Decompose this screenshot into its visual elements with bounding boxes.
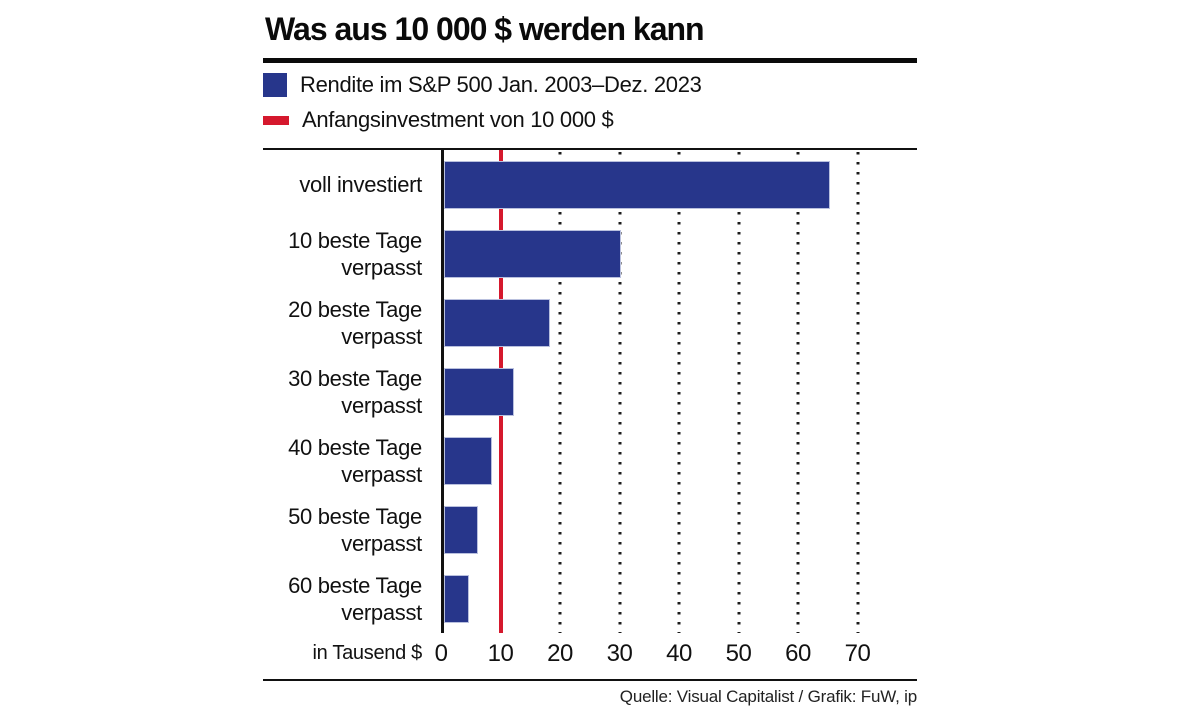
bar-cell <box>441 150 917 219</box>
value-bar <box>444 574 469 623</box>
legend-label-investment: Anfangsinvestment von 10 000 $ <box>302 107 614 132</box>
value-bar <box>444 229 621 278</box>
value-bar <box>444 367 514 416</box>
chart-row: 40 beste Tage verpasst <box>263 426 917 495</box>
value-bar <box>444 160 830 209</box>
axis-tick-label: 40 <box>666 640 692 667</box>
source-credit: Quelle: Visual Capitalist / Grafik: FuW,… <box>619 687 917 706</box>
axis-tick-label: 10 <box>487 640 514 667</box>
legend-item-investment: Anfangsinvestment von 10 000 $ <box>263 107 917 132</box>
chart-title: Was aus 10 000 $ werden kann <box>265 11 705 47</box>
title-rule <box>263 58 917 63</box>
chart-row: 30 beste Tage verpasst <box>263 357 917 426</box>
x-axis-ticks: 0 10 20 30 40 50 60 70 <box>435 633 917 679</box>
category-label: 50 beste Tage verpasst <box>288 503 422 556</box>
chart-row: 50 beste Tage verpasst <box>263 495 917 564</box>
axis-tick-label: 0 <box>434 640 448 667</box>
legend-swatch-investment <box>263 115 289 125</box>
axis-tick-label: 30 <box>606 640 633 667</box>
category-label: 60 beste Tage verpasst <box>288 572 422 625</box>
axis-tick-label: 60 <box>785 640 811 667</box>
value-bar <box>444 298 550 347</box>
bar-cell <box>441 564 917 633</box>
bar-chart: voll investiert 10 beste Tage verpasst 20 b… <box>263 148 917 633</box>
infographic: Was aus 10 000 $ werden kann Rendite im … <box>263 0 917 707</box>
category-label: 40 beste Tage verpasst <box>288 434 422 487</box>
chart-row: 20 beste Tage verpasst <box>263 288 917 357</box>
category-label: voll investiert <box>299 172 422 197</box>
axis-tick-label: 50 <box>725 640 752 667</box>
chart-rows: voll investiert 10 beste Tage verpasst 20 b… <box>263 150 917 633</box>
value-bar <box>444 436 492 485</box>
legend-swatch-return <box>263 73 287 97</box>
gridline <box>856 152 859 633</box>
x-axis: in Tausend $ 0 10 20 30 40 50 60 70 <box>263 633 917 679</box>
category-label: 10 beste Tage verpasst <box>288 227 422 280</box>
value-bar <box>444 505 478 554</box>
x-axis-unit-label: in Tausend $ <box>312 642 423 664</box>
chart-row: voll investiert <box>263 150 917 219</box>
bottom-rule <box>263 679 917 681</box>
bar-cell <box>441 357 917 426</box>
chart-row: 60 beste Tage verpasst <box>263 564 917 633</box>
bar-cell <box>441 426 917 495</box>
y-axis-line <box>441 150 444 633</box>
chart-row: 10 beste Tage verpasst <box>263 219 917 288</box>
bar-cell <box>441 288 917 357</box>
axis-tick-label: 70 <box>844 640 871 667</box>
legend-item-return: Rendite im S&P 500 Jan. 2003–Dez. 2023 <box>263 72 917 97</box>
category-label: 30 beste Tage verpasst <box>288 365 422 418</box>
gridline <box>558 152 562 633</box>
legend: Rendite im S&P 500 Jan. 2003–Dez. 2023 A… <box>263 72 917 132</box>
gridline <box>677 152 681 633</box>
gridline <box>618 152 621 633</box>
legend-label-return: Rendite im S&P 500 Jan. 2003–Dez. 2023 <box>300 72 702 97</box>
bar-cell <box>441 495 917 564</box>
category-label: 20 beste Tage verpasst <box>288 296 422 349</box>
axis-tick-label: 20 <box>547 640 573 667</box>
gridline <box>737 152 740 633</box>
bar-cell <box>441 219 917 288</box>
gridline <box>796 152 800 633</box>
